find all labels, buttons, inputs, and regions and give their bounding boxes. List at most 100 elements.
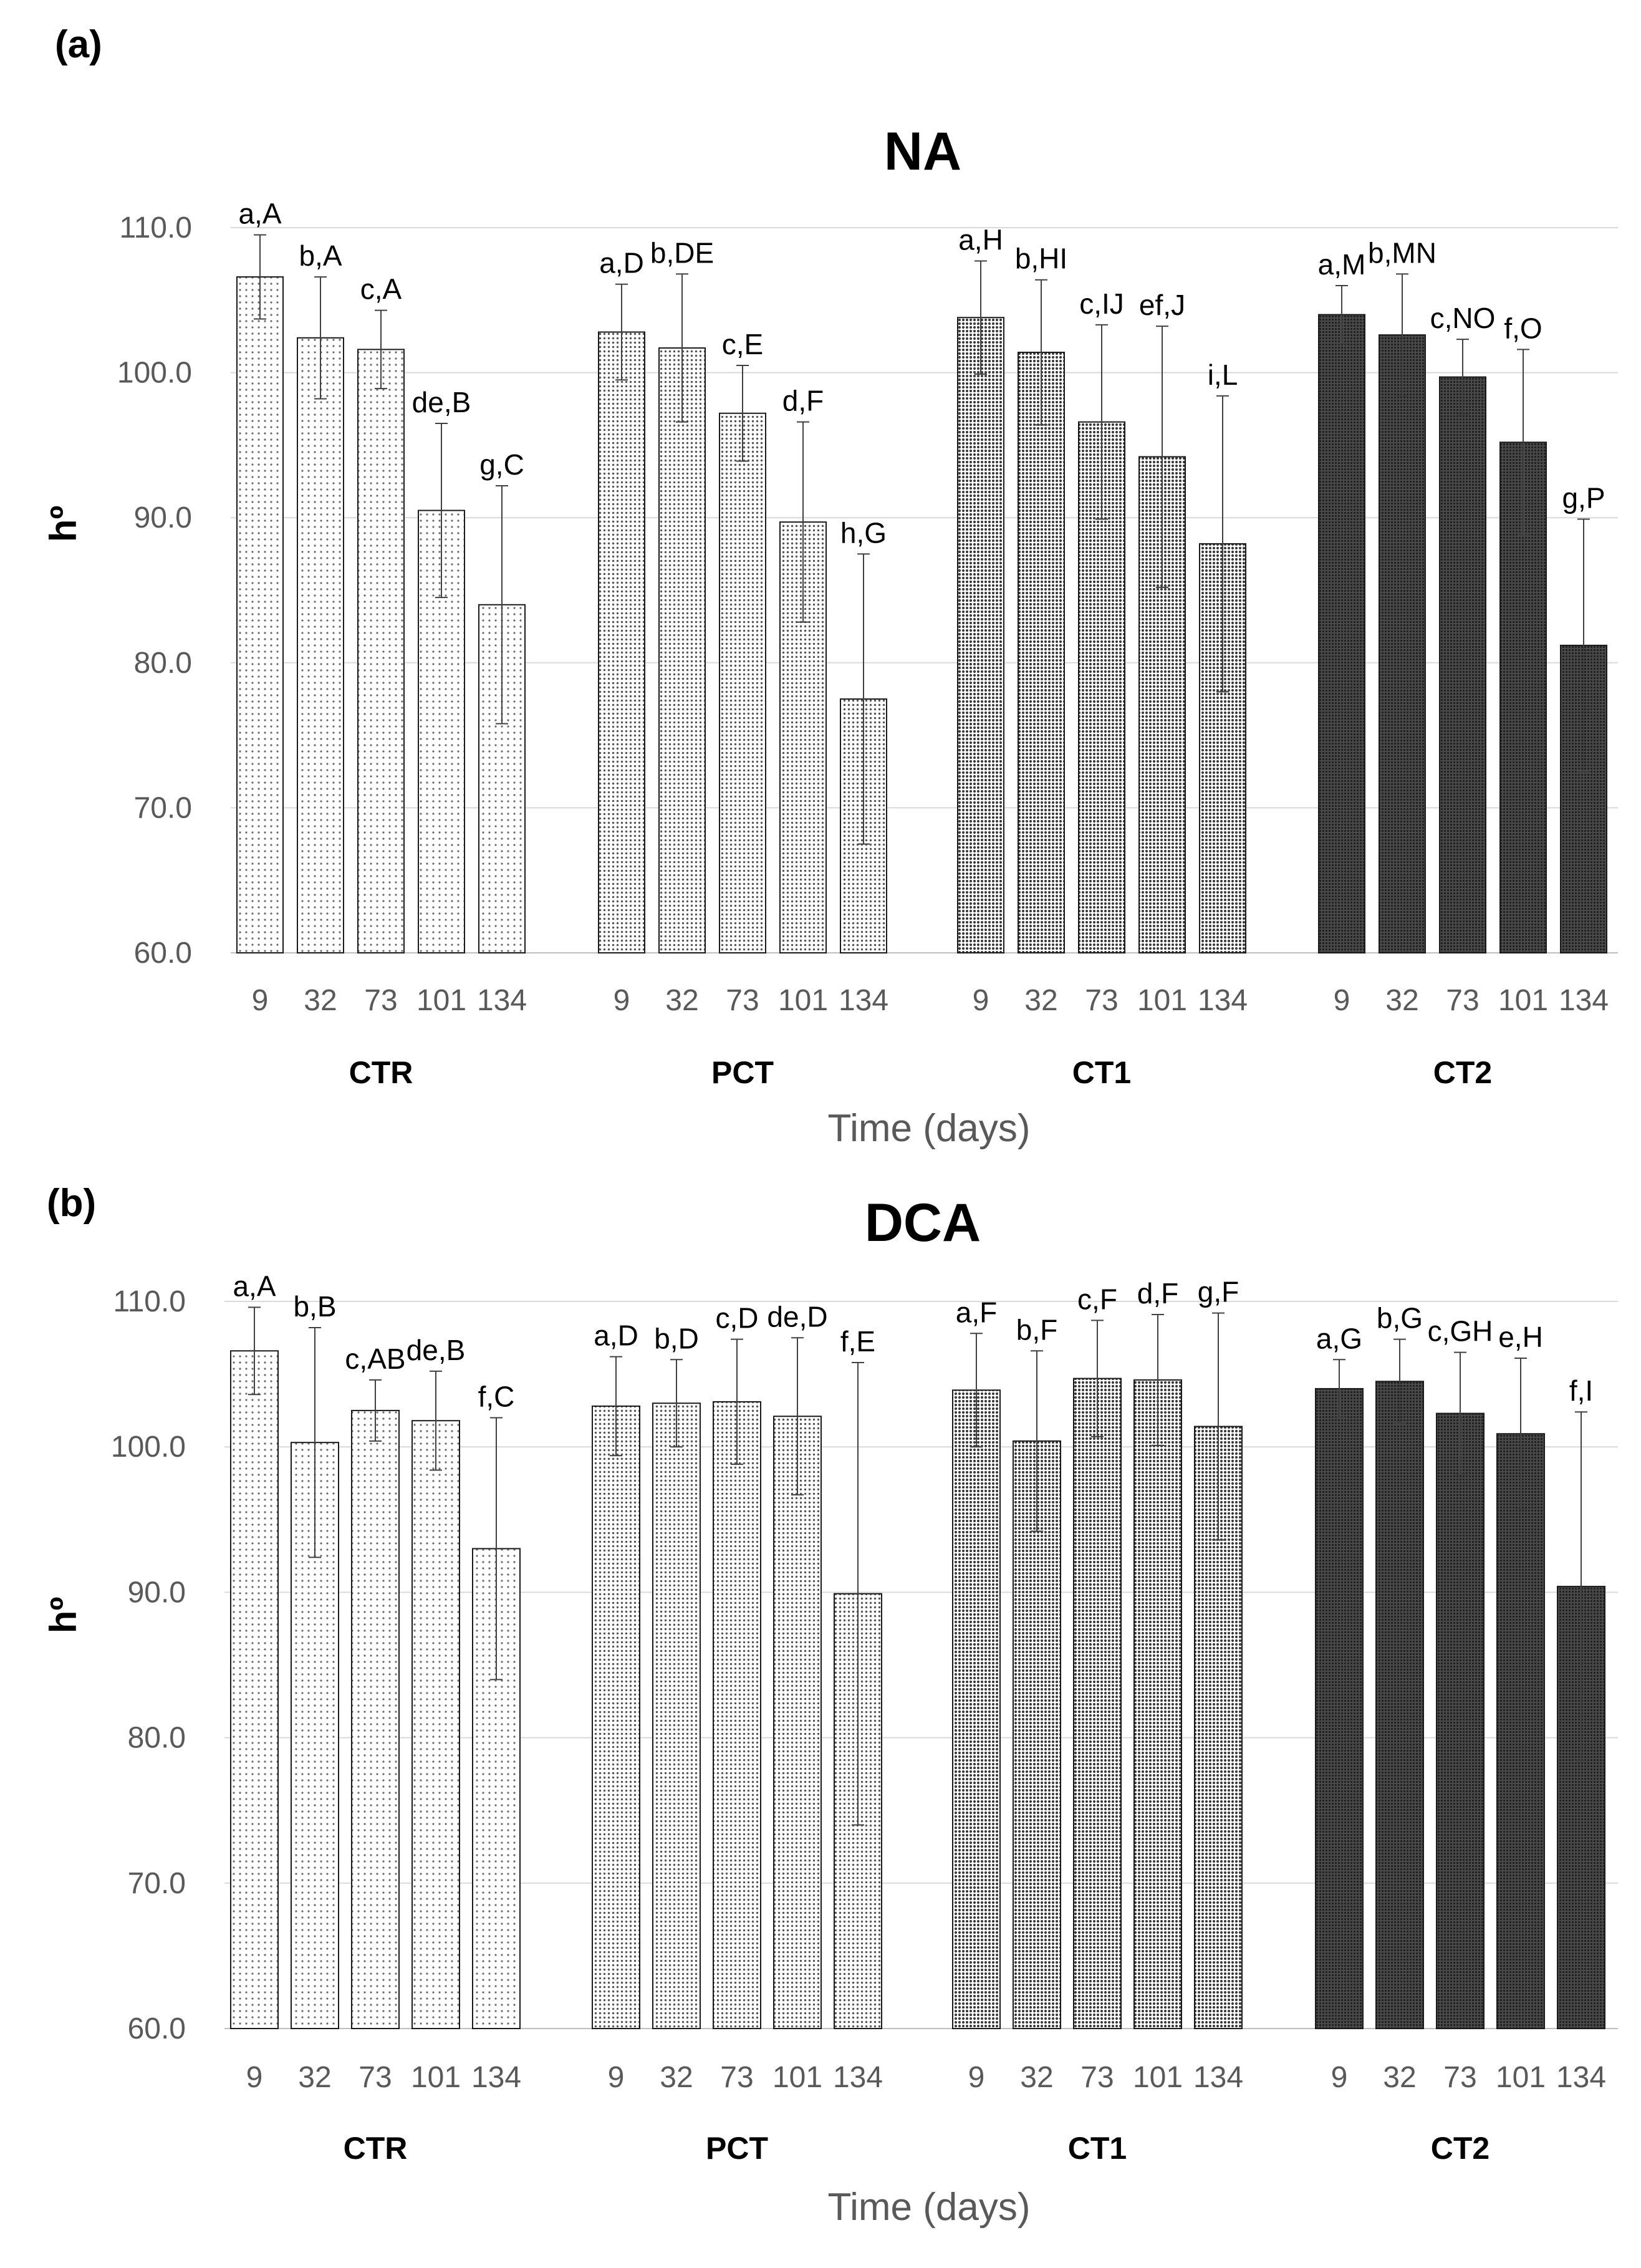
group-label: CT1 — [1072, 1055, 1131, 1090]
panel-a: (a) NA 60.0 70.0 80.0 90.0 100.0 110.0 hº a,A 9 b,A… — [42, 23, 1618, 1150]
panel-label: (b) — [47, 1182, 96, 1225]
data-label: c,A — [360, 273, 402, 306]
group-label: CTR — [349, 1055, 413, 1090]
bar — [773, 1416, 822, 2029]
x-tick-label: 32 — [665, 984, 698, 1017]
data-label: a,H — [958, 223, 1003, 256]
group-label: CT1 — [1068, 2131, 1127, 2166]
x-tick-label: 101 — [772, 2061, 822, 2094]
bar — [411, 1420, 460, 2029]
x-tick-label: 101 — [1137, 984, 1187, 1017]
bar — [230, 1350, 279, 2030]
x-tick-label: 32 — [1024, 984, 1057, 1017]
data-label: a,D — [599, 247, 644, 279]
x-tick-label: 73 — [720, 2061, 753, 2094]
x-tick-label: 101 — [1496, 2061, 1546, 2094]
data-label: ef,J — [1139, 289, 1185, 321]
data-label: g,P — [1562, 482, 1605, 514]
data-label: a,F — [956, 1296, 997, 1328]
chart-na: (a) NA 60.0 70.0 80.0 90.0 100.0 110.0 hº a,A 9 b,A… — [42, 23, 1618, 1150]
bar — [1496, 1433, 1545, 2030]
bar — [598, 331, 645, 953]
x-tick-label: 9 — [968, 2061, 985, 2094]
x-tick-label: 32 — [1383, 2061, 1416, 2094]
y-tick-label: 60.0 — [134, 937, 192, 970]
x-tick-label: 134 — [839, 984, 888, 1017]
data-label: b,D — [654, 1322, 699, 1354]
x-tick-label: 9 — [614, 984, 630, 1017]
data-label: b,A — [299, 239, 342, 272]
data-label: b,HI — [1015, 243, 1067, 275]
y-tick-label: 80.0 — [128, 1722, 186, 1755]
y-tick-label: 100.0 — [111, 1431, 186, 1464]
bar — [357, 349, 405, 953]
chart-title: NA — [884, 122, 961, 181]
panel-b: (b) DCA 60.0 70.0 80.0 90.0 100.0 110.0 hº a,A 9 b,… — [0, 1160, 1641, 2268]
bar — [652, 1402, 701, 2029]
data-label: c,NO — [1430, 302, 1496, 334]
y-tick-label: 60.0 — [128, 2012, 186, 2045]
data-label: a,G — [1316, 1322, 1362, 1354]
data-label: d,F — [782, 385, 824, 417]
x-tick-label: 73 — [364, 984, 397, 1017]
x-tick-label: 73 — [1443, 2061, 1476, 2094]
y-tick-label: 70.0 — [128, 1867, 186, 1900]
data-label: g,C — [479, 448, 524, 481]
x-axis-title: Time (days) — [828, 2186, 1031, 2229]
x-tick-label: 32 — [1020, 2061, 1053, 2094]
x-tick-label: 101 — [411, 2061, 461, 2094]
x-tick-label: 134 — [1559, 984, 1609, 1017]
bar — [658, 347, 706, 953]
y-tick-label: 90.0 — [134, 501, 192, 534]
data-label: f,C — [478, 1381, 515, 1413]
y-tick-label: 110.0 — [113, 1285, 186, 1318]
bar — [297, 337, 344, 953]
bar — [1436, 1412, 1485, 2029]
y-tick-label: 110.0 — [119, 211, 192, 244]
x-axis-title: Time (days) — [828, 1107, 1031, 1150]
bar — [592, 1405, 640, 2029]
data-label: e,H — [1498, 1321, 1543, 1353]
data-label: b,F — [1016, 1313, 1057, 1346]
chart-dca: (b) DCA 60.0 70.0 80.0 90.0 100.0 110.0 hº a,A 9 b,… — [42, 1182, 1618, 2229]
bar — [1379, 334, 1426, 953]
data-label: de,B — [407, 1334, 466, 1366]
data-label: a,D — [594, 1320, 638, 1352]
x-tick-label: 9 — [252, 984, 269, 1017]
bar — [1375, 1381, 1424, 2029]
bar — [1439, 376, 1486, 953]
bar — [1073, 1378, 1122, 2030]
x-tick-label: 73 — [1446, 984, 1479, 1017]
x-tick-label: 134 — [1556, 2061, 1606, 2094]
y-tick-label: 80.0 — [134, 647, 192, 680]
chart-title: DCA — [865, 1193, 981, 1253]
data-label: h,G — [840, 516, 887, 549]
data-label: c,GH — [1428, 1315, 1493, 1348]
data-label: f,I — [1569, 1374, 1593, 1407]
x-tick-label: 134 — [477, 984, 527, 1017]
x-tick-label: 73 — [726, 984, 759, 1017]
bar — [957, 317, 1004, 954]
x-tick-label: 9 — [608, 2061, 625, 2094]
bar — [1315, 1387, 1364, 2029]
x-tick-label: 32 — [298, 2061, 331, 2094]
y-tick-label: 100.0 — [117, 357, 192, 390]
group-label: CT2 — [1431, 2131, 1489, 2166]
data-label: b,G — [1377, 1302, 1423, 1334]
x-tick-label: 73 — [1085, 984, 1118, 1017]
bar — [1318, 314, 1365, 953]
data-label: c,E — [722, 328, 763, 360]
x-tick-label: 101 — [416, 984, 466, 1017]
y-tick-label: 90.0 — [128, 1576, 186, 1609]
x-tick-label: 32 — [304, 984, 337, 1017]
bar — [1018, 352, 1065, 953]
x-tick-label: 134 — [1198, 984, 1248, 1017]
data-label: a,A — [233, 1270, 276, 1302]
group-label: CTR — [344, 2131, 408, 2166]
y-tick-label: 70.0 — [134, 791, 192, 824]
bar — [713, 1401, 761, 2029]
data-label: c,F — [1077, 1283, 1117, 1315]
group-label: PCT — [706, 2131, 768, 2166]
x-tick-label: 9 — [1331, 2061, 1348, 2094]
data-label: g,F — [1198, 1276, 1239, 1308]
